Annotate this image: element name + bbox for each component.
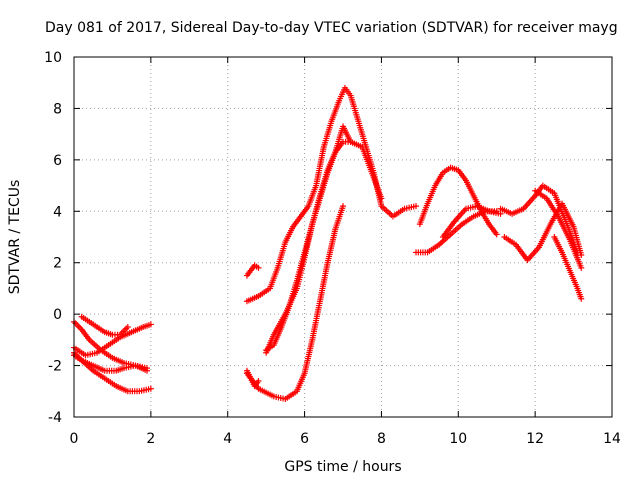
x-tick-label: 14 [603, 431, 621, 447]
series-arc-c [71, 349, 154, 395]
data-point [147, 385, 154, 392]
series-arc-g [243, 84, 420, 305]
series-arc-k [243, 367, 262, 390]
x-tick-label: 0 [70, 431, 79, 447]
axes: 0 2 4 6 8 10 12 14 -4 -2 0 2 4 6 8 10 [44, 50, 621, 447]
series-arc-f [243, 262, 262, 279]
x-tick-label: 8 [377, 431, 386, 447]
series-arc-q [551, 234, 585, 302]
plot-frame [73, 56, 613, 418]
y-tick-label: 8 [53, 101, 62, 117]
series-arc-p [501, 200, 585, 264]
series-arc-a [71, 321, 154, 359]
data-point [255, 264, 262, 271]
chart-title: Day 081 of 2017, Sidereal Day-to-day VTE… [45, 20, 618, 36]
series-arc-j [243, 203, 346, 402]
data-point [497, 210, 504, 217]
y-tick-label: 0 [53, 307, 62, 323]
y-tick-label: 6 [53, 153, 62, 169]
grid [74, 57, 612, 417]
data-point [147, 321, 154, 328]
x-axis-label: GPS time / hours [284, 459, 401, 475]
y-axis-label: SDTVAR / TECUs [7, 180, 23, 295]
x-tick-label: 10 [449, 431, 467, 447]
x-tick-label: 2 [146, 431, 155, 447]
x-tick-label: 12 [526, 431, 544, 447]
data-point [347, 138, 354, 145]
series-arc-n [439, 203, 504, 240]
x-tick-label: 6 [300, 431, 309, 447]
y-tick-label: -2 [48, 359, 62, 375]
series-arc-l [413, 208, 500, 256]
data-point [144, 367, 151, 374]
data-point [124, 324, 131, 330]
series-arc-r [532, 187, 585, 271]
data-point [493, 231, 500, 238]
data-marks [71, 84, 585, 402]
x-tick-label: 4 [223, 431, 232, 447]
data-point [255, 378, 262, 384]
y-tick-label: 4 [53, 204, 62, 220]
data-point [413, 203, 420, 210]
y-tick-label: 10 [44, 50, 62, 66]
data-point [578, 295, 585, 302]
data-point [578, 252, 585, 258]
series-arc-i [263, 123, 354, 356]
data-point [578, 264, 585, 271]
series-arc-e [78, 313, 131, 338]
data-point [340, 203, 346, 210]
y-tick-label: -4 [48, 410, 62, 426]
data-point [378, 195, 385, 202]
y-tick-label: 2 [53, 256, 62, 272]
